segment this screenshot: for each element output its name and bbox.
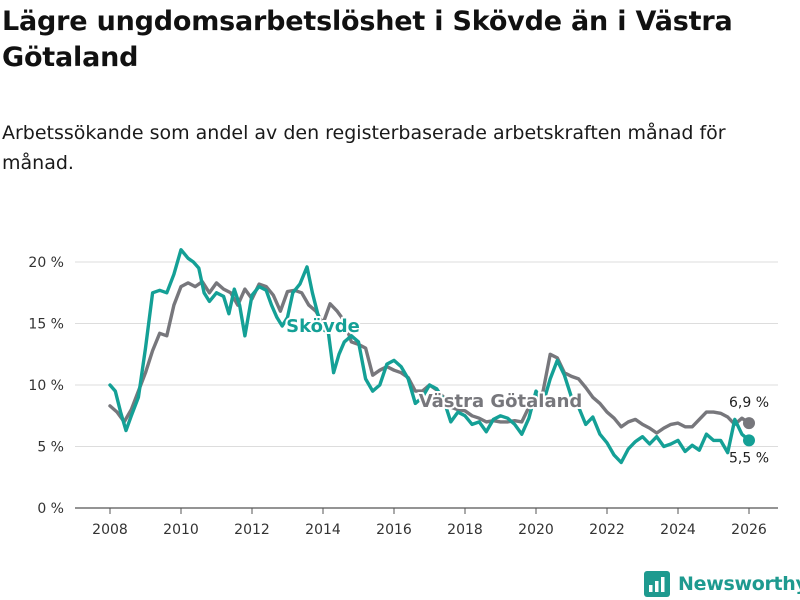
newsworthy-logo-icon: [644, 571, 670, 597]
y-tick-label: 20 %: [28, 255, 64, 271]
chart-labels: 6,9 % 5,5 % Skövde Västra Götaland: [284, 314, 769, 466]
end-value-label: 6,9 %: [729, 395, 769, 411]
chart-subtitle: Arbetssökande som andel av den registerb…: [2, 122, 726, 174]
series-label: Skövde: [286, 316, 360, 337]
x-tick-label: 2024: [660, 522, 696, 538]
x-tick-label: 2014: [305, 522, 341, 538]
x-tick-label: 2012: [234, 522, 270, 538]
chart-title: Lägre ungdomsarbetslöshet i Skövde än i …: [2, 6, 733, 73]
end-value-label: 5,5 %: [729, 450, 769, 466]
y-tick-label: 5 %: [37, 440, 64, 456]
y-tick-label: 10 %: [28, 378, 64, 394]
x-tick-label: 2016: [376, 522, 412, 538]
series-lines: [108, 248, 755, 465]
x-axis: 2008 2010 2012 2014 2016 2018 2020 2022 2024 2026: [92, 508, 767, 538]
newsworthy-brand[interactable]: Newsworthy: [644, 569, 800, 599]
x-tick-label: 2020: [518, 522, 554, 538]
y-tick-label: 0 %: [37, 501, 64, 517]
x-tick-label: 2010: [163, 522, 199, 538]
x-tick-label: 2026: [731, 522, 767, 538]
grid-lines: 0 % 5 % 10 % 15 % 20 %: [28, 255, 778, 517]
end-point-marker: [743, 434, 755, 447]
x-tick-label: 2008: [92, 522, 128, 538]
end-point-marker: [743, 417, 755, 430]
y-tick-label: 15 %: [28, 317, 64, 333]
series-line-skövde: [108, 248, 751, 465]
series-label: Västra Götaland: [419, 391, 583, 412]
x-tick-label: 2022: [589, 522, 625, 538]
brand-name: Newsworthy: [678, 573, 800, 595]
x-tick-label: 2018: [447, 522, 483, 538]
